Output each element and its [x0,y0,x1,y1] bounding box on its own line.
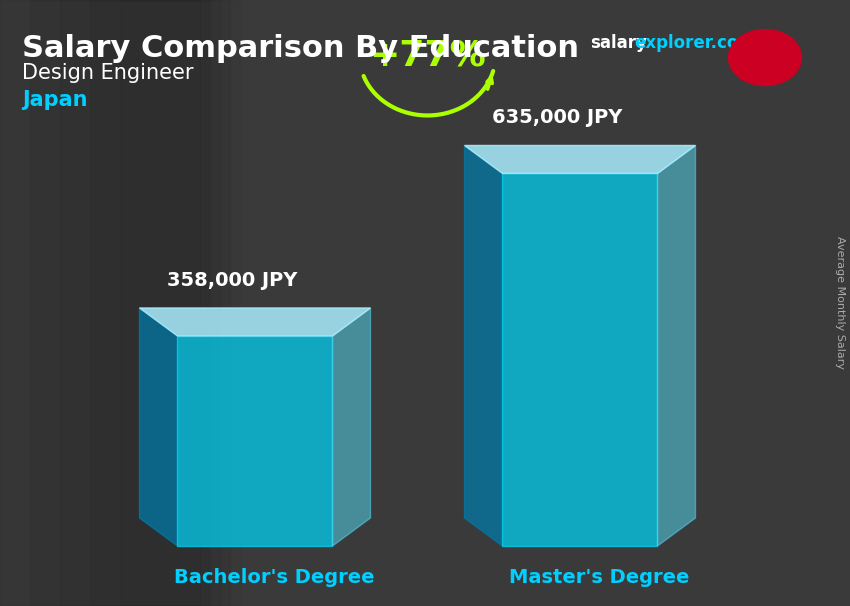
Polygon shape [139,308,178,546]
Polygon shape [332,308,371,546]
Text: 358,000 JPY: 358,000 JPY [167,271,297,290]
Bar [90,0,230,606]
Text: Average Monthly Salary: Average Monthly Salary [835,236,845,370]
Bar [30,0,210,606]
Text: Bachelor's Degree: Bachelor's Degree [173,568,374,587]
Polygon shape [178,336,332,546]
Text: salary: salary [590,34,647,52]
Polygon shape [502,173,658,546]
Polygon shape [139,308,371,336]
Text: explorer.com: explorer.com [634,34,756,52]
Text: Master's Degree: Master's Degree [509,568,689,587]
Polygon shape [464,145,695,173]
Bar [0,0,200,606]
Polygon shape [658,145,695,546]
Text: Design Engineer: Design Engineer [22,63,194,83]
Bar [120,0,240,606]
Text: 635,000 JPY: 635,000 JPY [491,108,622,127]
Bar [60,0,220,606]
Text: Salary Comparison By Education: Salary Comparison By Education [22,34,579,63]
Text: +77%: +77% [369,38,486,73]
Text: Japan: Japan [22,90,88,110]
Polygon shape [464,145,502,546]
Circle shape [728,30,802,85]
